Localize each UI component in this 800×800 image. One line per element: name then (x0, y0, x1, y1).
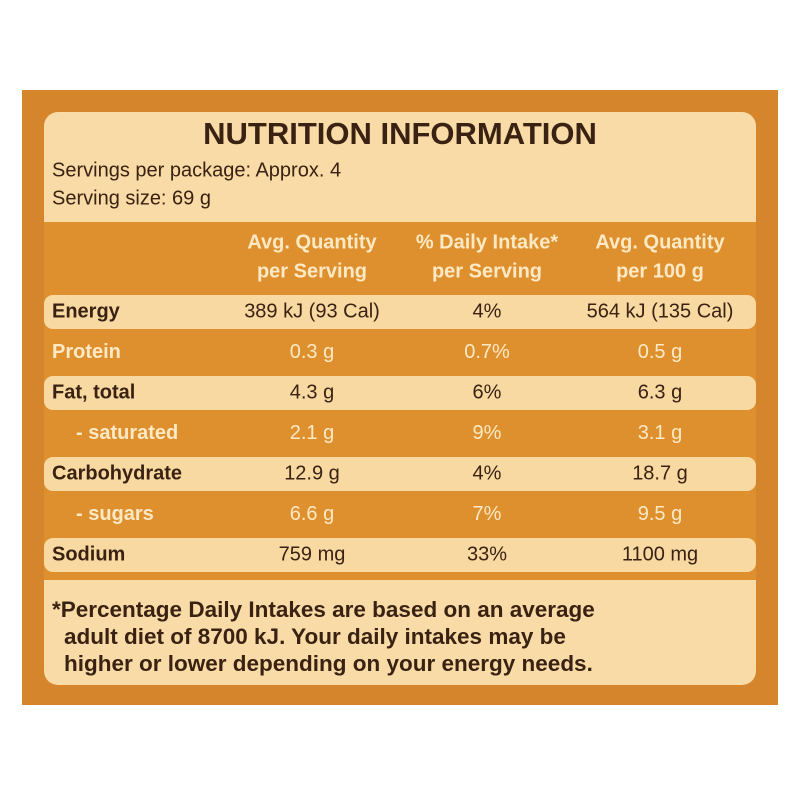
footnote-line: adult diet of 8700 kJ. Your daily intake… (64, 624, 566, 649)
column-header: Avg. Quantity (247, 231, 377, 253)
cell: 4.3 g (290, 381, 334, 403)
cell: 3.1 g (638, 422, 682, 444)
cell: 1100 mg (622, 543, 698, 565)
cell: 9.5 g (638, 503, 682, 525)
cell: 9% (473, 422, 502, 444)
cell: 6.6 g (290, 503, 334, 525)
row-label: Protein (52, 341, 121, 363)
cell: 2.1 g (290, 422, 334, 444)
cell: 12.9 g (284, 462, 340, 484)
cell: 6% (473, 381, 502, 403)
cell: 389 kJ (93 Cal) (244, 300, 380, 322)
cell: 0.7% (464, 341, 510, 363)
row-label: - saturated (76, 422, 178, 444)
row-band (44, 538, 756, 572)
cell: 18.7 g (632, 462, 688, 484)
servings-per-package: Servings per package: Approx. 4 (52, 159, 341, 181)
column-header: per Serving (257, 260, 367, 282)
column-header: per 100 g (616, 260, 704, 282)
serving-size: Serving size: 69 g (52, 187, 211, 209)
cell: 564 kJ (135 Cal) (587, 300, 734, 322)
column-header: per Serving (432, 260, 542, 282)
row-band (44, 295, 756, 329)
row-label: Carbohydrate (52, 462, 182, 484)
column-header: % Daily Intake* (416, 231, 559, 253)
cell: 0.3 g (290, 341, 334, 363)
title: NUTRITION INFORMATION (203, 116, 597, 151)
row-band (44, 376, 756, 410)
cell: 33% (467, 543, 507, 565)
row-label: Energy (52, 300, 121, 322)
footnote-line: *Percentage Daily Intakes are based on a… (52, 597, 595, 622)
row-band (44, 457, 756, 491)
footnote-line: higher or lower depending on your energy… (64, 651, 593, 676)
row-label: Fat, total (52, 381, 135, 403)
cell: 4% (473, 300, 502, 322)
table: Avg. Quantity per Serving % Daily Intake* p… (44, 231, 756, 572)
row-label: Sodium (52, 543, 125, 565)
cell: 759 mg (279, 543, 346, 565)
row-label: - sugars (76, 503, 154, 525)
cell: 6.3 g (638, 381, 682, 403)
cell: 7% (473, 503, 502, 525)
column-header: Avg. Quantity (595, 231, 725, 253)
cell: 4% (473, 462, 502, 484)
cell: 0.5 g (638, 341, 682, 363)
